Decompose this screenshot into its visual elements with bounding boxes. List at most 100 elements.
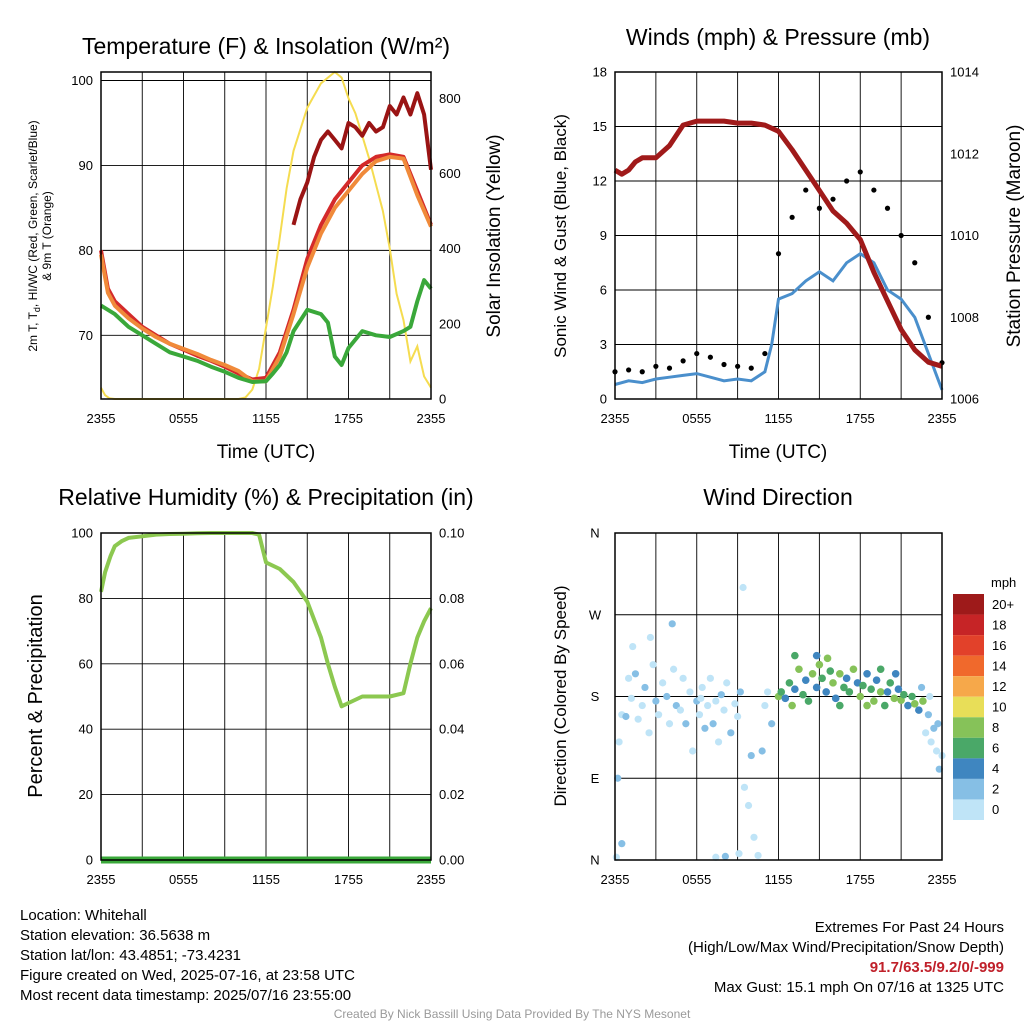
direction-point <box>618 840 626 848</box>
direction-point <box>808 669 817 678</box>
gust-point <box>626 367 632 373</box>
direction-point <box>740 783 749 791</box>
winds-axes: 2355 0555 1155 1755 2355 0 3 6 9 12 15 18 1006 1008 10… <box>593 65 979 427</box>
direction-point <box>917 683 926 692</box>
direction-point <box>709 720 717 728</box>
direction-point <box>823 654 832 663</box>
humidity-y-tick-label: 0 <box>86 853 93 868</box>
direction-point <box>883 688 892 696</box>
direction-point <box>890 694 899 703</box>
humidity-y-label: Percent & Precipitation <box>25 594 47 797</box>
direction-point <box>686 688 694 696</box>
gust-point <box>857 169 863 175</box>
direction-point <box>720 706 728 714</box>
direction-point <box>859 681 867 690</box>
temperature-x-tick-label: 2355 <box>417 411 446 426</box>
colorbar-label: 14 <box>992 658 1006 673</box>
direction-point <box>723 679 731 687</box>
colorbar-unit-label: mph <box>991 575 1016 590</box>
temperature-chart-title: Temperature (F) & Insolation (W/m²) <box>82 33 450 59</box>
temperature-x-tick-label: 1155 <box>252 411 280 426</box>
direction-point <box>739 583 747 592</box>
direction-point <box>712 697 720 705</box>
gust-point <box>666 365 673 371</box>
direction-point <box>682 720 690 728</box>
direction-point <box>706 674 714 682</box>
humidity-axes: 2355 0555 1155 1755 2355 0 20 40 60 80 100 0.00 0.02… <box>71 526 464 888</box>
direction-point <box>777 688 786 696</box>
pressure-y-tick-label: 1006 <box>950 392 979 407</box>
extremes-info: Extremes For Past 24 Hours (High/Low/Max… <box>688 918 1004 998</box>
direction-point <box>915 706 923 714</box>
direction-point <box>764 688 772 696</box>
direction-point <box>826 667 835 675</box>
temperature-y-label: 2m T, Td, HI/WC (Red, Green, Scarlet/Blu… <box>26 120 54 351</box>
insolation-y-tick-label: 600 <box>439 166 461 181</box>
humidity-panel: Relative Humidity (%) & Precipitation (i… <box>25 484 474 887</box>
direction-point <box>836 701 844 710</box>
winds-x-tick-label: 2355 <box>928 411 957 426</box>
gust-point <box>871 187 877 193</box>
wind-direction-y-tick-label: S <box>591 689 600 704</box>
direction-point <box>880 701 889 710</box>
winds-y-tick-label: 15 <box>593 119 607 134</box>
wind-direction-chart-title: Wind Direction <box>703 484 853 510</box>
colorbar-label: 16 <box>992 638 1006 653</box>
direction-point <box>876 688 885 696</box>
direction-point <box>886 679 895 687</box>
station-info: Location: Whitehall Station elevation: 3… <box>20 906 355 1006</box>
colorbar-swatch <box>953 676 984 697</box>
direction-point <box>785 679 794 687</box>
direction-point <box>932 747 941 755</box>
direction-point <box>714 738 723 746</box>
direction-point <box>812 651 821 660</box>
colorbar-label: 8 <box>992 720 999 735</box>
winds-y-tick-label: 12 <box>593 174 607 189</box>
wind-direction-x-tick-label: 2355 <box>601 872 630 887</box>
precipitation-y-tick-label: 0.00 <box>439 853 464 868</box>
direction-point <box>795 665 803 674</box>
insolation-y-label: Solar Insolation (Yellow) <box>484 134 505 337</box>
direction-point <box>717 691 725 699</box>
colorbar-label: 2 <box>992 782 999 797</box>
wind-direction-y-tick-label: N <box>590 853 599 868</box>
direction-point <box>768 720 776 728</box>
direction-point <box>750 833 758 841</box>
winds-x-label: Time (UTC) <box>729 442 828 463</box>
winds-y-tick-label: 0 <box>600 392 607 407</box>
direction-point <box>935 765 943 773</box>
direction-point <box>804 697 813 705</box>
pressure-y-label: Station Pressure (Maroon) <box>1004 125 1024 348</box>
colorbar-swatch <box>953 758 984 779</box>
direction-point <box>815 660 824 669</box>
direction-point <box>747 751 755 760</box>
colorbar-swatch <box>953 696 984 718</box>
gust-point <box>884 205 891 211</box>
temperature-panel: Temperature (F) & Insolation (W/m²) 2355… <box>26 33 505 463</box>
gust-point <box>653 363 659 369</box>
colorbar-label: 18 <box>992 617 1006 632</box>
pressure-y-tick-label: 1014 <box>950 65 979 80</box>
gust-point <box>721 361 727 368</box>
direction-point <box>758 747 766 755</box>
direction-point <box>614 774 622 782</box>
gust-point <box>844 178 850 184</box>
temperature-frame <box>100 71 432 400</box>
gust-point <box>775 251 782 257</box>
direction-point <box>649 661 657 669</box>
direction-point <box>910 699 919 708</box>
winds-y-tick-label: 9 <box>600 228 607 243</box>
direction-point <box>761 701 769 710</box>
temperature-y-label-line2: & 9m T (Orange) <box>40 191 54 281</box>
colorbar-swatch <box>953 778 984 800</box>
wind-direction-x-tick-label: 0555 <box>682 872 711 887</box>
wind-direction-y-tick-label: W <box>589 607 602 622</box>
gust-point <box>816 205 822 211</box>
temperature-y-label-part: 2m T, T <box>26 311 40 351</box>
direction-point <box>625 674 633 682</box>
direction-point <box>856 692 865 701</box>
temperature-x-label: Time (UTC) <box>217 442 316 463</box>
direction-point <box>876 665 885 674</box>
direction-point <box>679 674 687 682</box>
precipitation-y-tick-label: 0.10 <box>439 526 464 541</box>
